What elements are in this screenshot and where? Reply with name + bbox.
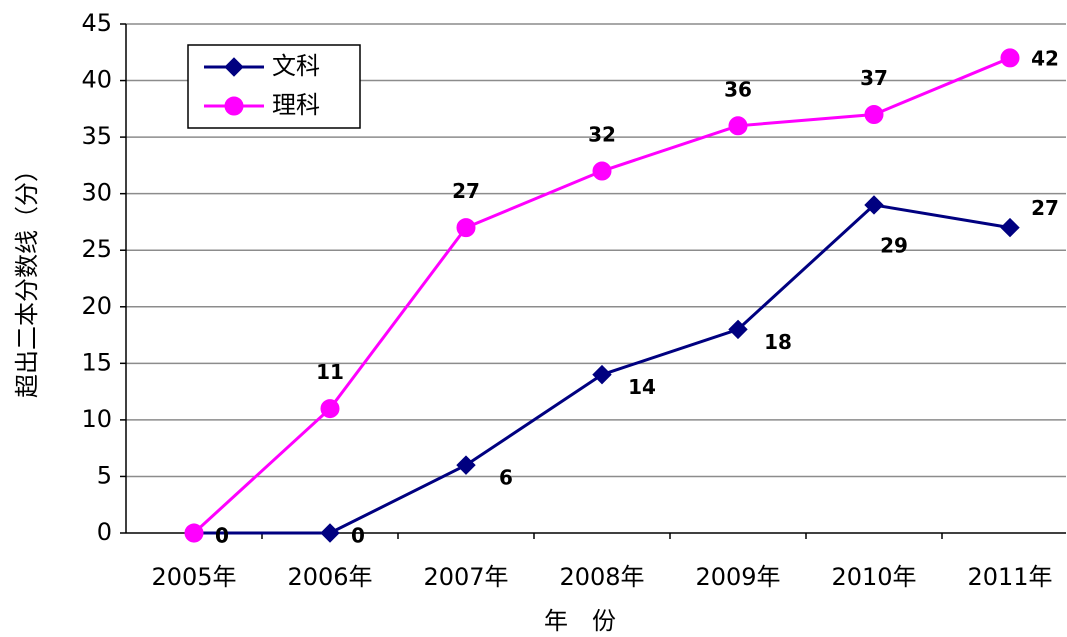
data-label: 42 xyxy=(1031,46,1059,70)
marker xyxy=(1000,48,1020,68)
x-tick-label: 2010年 xyxy=(831,563,916,591)
data-label: 37 xyxy=(860,66,888,90)
data-label: 36 xyxy=(724,77,752,101)
marker xyxy=(728,319,748,340)
x-axis-label: 年 份 xyxy=(544,607,616,635)
y-tick-label: 45 xyxy=(81,9,112,37)
y-tick-label: 30 xyxy=(81,179,112,207)
data-label: 14 xyxy=(628,375,656,399)
data-label: 29 xyxy=(880,233,908,257)
marker xyxy=(184,523,204,543)
x-tick-label: 2008年 xyxy=(559,563,644,591)
marker xyxy=(592,364,612,385)
data-label: 32 xyxy=(588,123,616,147)
x-tick-label: 2009年 xyxy=(695,563,780,591)
legend-label: 文科 xyxy=(272,52,320,80)
y-tick-label: 0 xyxy=(97,518,112,546)
data-label: 11 xyxy=(316,360,344,384)
x-tick-label: 2011年 xyxy=(967,563,1052,591)
y-tick-label: 35 xyxy=(81,122,112,150)
marker xyxy=(224,57,244,77)
data-label: 6 xyxy=(499,466,513,490)
y-tick-label: 20 xyxy=(81,292,112,320)
data-label: 0 xyxy=(215,524,229,548)
y-tick-label: 40 xyxy=(81,66,112,94)
y-tick-label: 25 xyxy=(81,235,112,263)
data-label: 0 xyxy=(351,524,365,548)
marker xyxy=(1000,217,1020,238)
legend-box xyxy=(187,44,361,129)
marker xyxy=(864,195,884,215)
x-tick-label: 2006年 xyxy=(287,563,372,591)
legend-label: 理科 xyxy=(272,91,320,119)
x-tick-label: 2005年 xyxy=(151,563,236,591)
marker xyxy=(592,161,612,181)
marker xyxy=(864,104,884,124)
x-tick-label: 2007年 xyxy=(423,563,508,591)
marker xyxy=(456,218,476,238)
y-axis-label: 超出二本分数线（分） xyxy=(13,158,41,398)
data-label: 27 xyxy=(452,179,480,203)
data-label: 0 xyxy=(215,524,229,548)
marker xyxy=(728,116,748,136)
y-tick-label: 15 xyxy=(81,348,112,376)
marker xyxy=(320,523,340,543)
marker xyxy=(224,96,244,116)
y-tick-label: 10 xyxy=(81,405,112,433)
marker xyxy=(456,455,476,475)
data-label: 18 xyxy=(764,330,792,354)
marker xyxy=(320,399,340,419)
y-tick-label: 5 xyxy=(97,461,112,489)
data-label: 27 xyxy=(1031,196,1059,220)
